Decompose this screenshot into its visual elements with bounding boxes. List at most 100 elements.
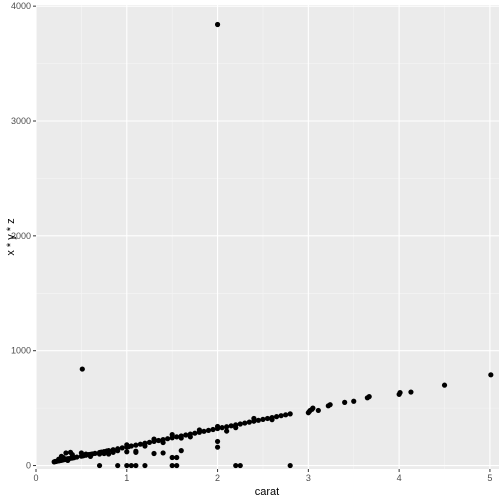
data-point <box>128 443 134 449</box>
data-point <box>124 462 130 469</box>
data-point <box>269 417 275 423</box>
data-point <box>214 21 221 28</box>
data-point <box>174 434 180 440</box>
data-point <box>142 462 148 469</box>
data-point <box>260 416 266 422</box>
data-point <box>242 420 248 426</box>
data-point <box>74 454 80 460</box>
data-point <box>237 421 243 427</box>
data-point <box>169 431 175 438</box>
data-point <box>174 454 180 461</box>
data-point <box>115 462 121 469</box>
data-point <box>233 462 239 469</box>
data-point <box>214 438 221 445</box>
data-point <box>327 402 333 408</box>
data-point <box>201 428 207 434</box>
data-point <box>155 437 162 444</box>
data-point <box>78 450 84 456</box>
data-point <box>142 443 148 449</box>
y-tick-label: 1000 <box>11 346 31 356</box>
data-point <box>408 389 414 395</box>
x-tick-label: 2 <box>215 473 220 483</box>
data-point <box>119 445 125 451</box>
data-point <box>214 444 221 450</box>
y-axis-ticks: 0 1000 2000 3000 4000 <box>11 1 36 471</box>
data-point <box>67 449 74 455</box>
data-point <box>174 462 180 469</box>
data-point <box>397 390 403 396</box>
data-point <box>65 457 71 463</box>
data-point <box>128 462 134 469</box>
data-point <box>224 428 230 434</box>
data-point <box>210 426 216 433</box>
x-axis-title: carat <box>255 486 279 498</box>
data-point <box>151 450 157 457</box>
data-point <box>137 441 144 447</box>
data-point <box>237 462 243 469</box>
data-point <box>196 427 203 433</box>
data-point <box>441 382 448 388</box>
data-point <box>106 451 112 457</box>
data-point <box>283 412 289 418</box>
x-axis-ticks: 0 1 2 3 4 5 <box>33 469 492 483</box>
x-tick-label: 0 <box>33 473 38 483</box>
data-point <box>310 405 316 411</box>
data-point <box>488 372 494 378</box>
data-point <box>187 434 193 440</box>
data-point <box>219 425 225 431</box>
data-point <box>351 398 357 404</box>
data-point <box>278 413 284 419</box>
data-point <box>228 423 234 429</box>
data-point <box>146 439 153 445</box>
data-point <box>192 430 198 436</box>
data-point <box>151 436 157 442</box>
data-point <box>287 411 293 417</box>
data-point <box>169 462 175 469</box>
y-tick-label: 2000 <box>11 231 31 241</box>
y-tick-label: 3000 <box>11 116 31 126</box>
x-tick-label: 1 <box>124 473 129 483</box>
data-point <box>124 442 130 448</box>
data-point <box>133 462 139 469</box>
x-tick-label: 4 <box>397 473 402 483</box>
data-point <box>366 394 372 400</box>
data-point <box>133 442 139 448</box>
data-point <box>233 425 239 431</box>
data-point <box>287 462 293 469</box>
data-points <box>51 21 494 469</box>
data-point <box>101 450 107 457</box>
data-point <box>214 423 221 430</box>
y-tick-label: 4000 <box>11 1 31 11</box>
data-point <box>178 435 184 441</box>
y-tick-label: 0 <box>26 461 31 471</box>
data-point <box>183 432 189 438</box>
y-axis-title: x * y * z <box>5 218 17 255</box>
data-point <box>255 417 262 423</box>
data-point <box>273 414 280 420</box>
data-point <box>96 462 103 469</box>
x-tick-label: 3 <box>306 473 311 483</box>
data-point <box>342 399 348 405</box>
data-point <box>58 453 65 459</box>
grid-minor <box>36 5 499 469</box>
data-point <box>160 439 166 446</box>
data-point <box>160 450 166 456</box>
data-point <box>246 419 252 425</box>
data-point <box>224 424 230 430</box>
x-tick-label: 5 <box>487 473 492 483</box>
data-point <box>115 448 121 454</box>
data-point <box>315 407 321 414</box>
data-point <box>83 451 89 457</box>
data-point <box>165 436 171 442</box>
data-point <box>133 449 139 455</box>
plot-panel <box>36 5 499 469</box>
data-point <box>96 451 103 457</box>
data-point <box>306 408 312 415</box>
data-point <box>251 415 257 422</box>
data-point <box>264 415 271 422</box>
data-point <box>124 449 130 455</box>
data-point <box>169 454 175 461</box>
data-point <box>63 450 69 456</box>
data-point <box>79 366 85 372</box>
